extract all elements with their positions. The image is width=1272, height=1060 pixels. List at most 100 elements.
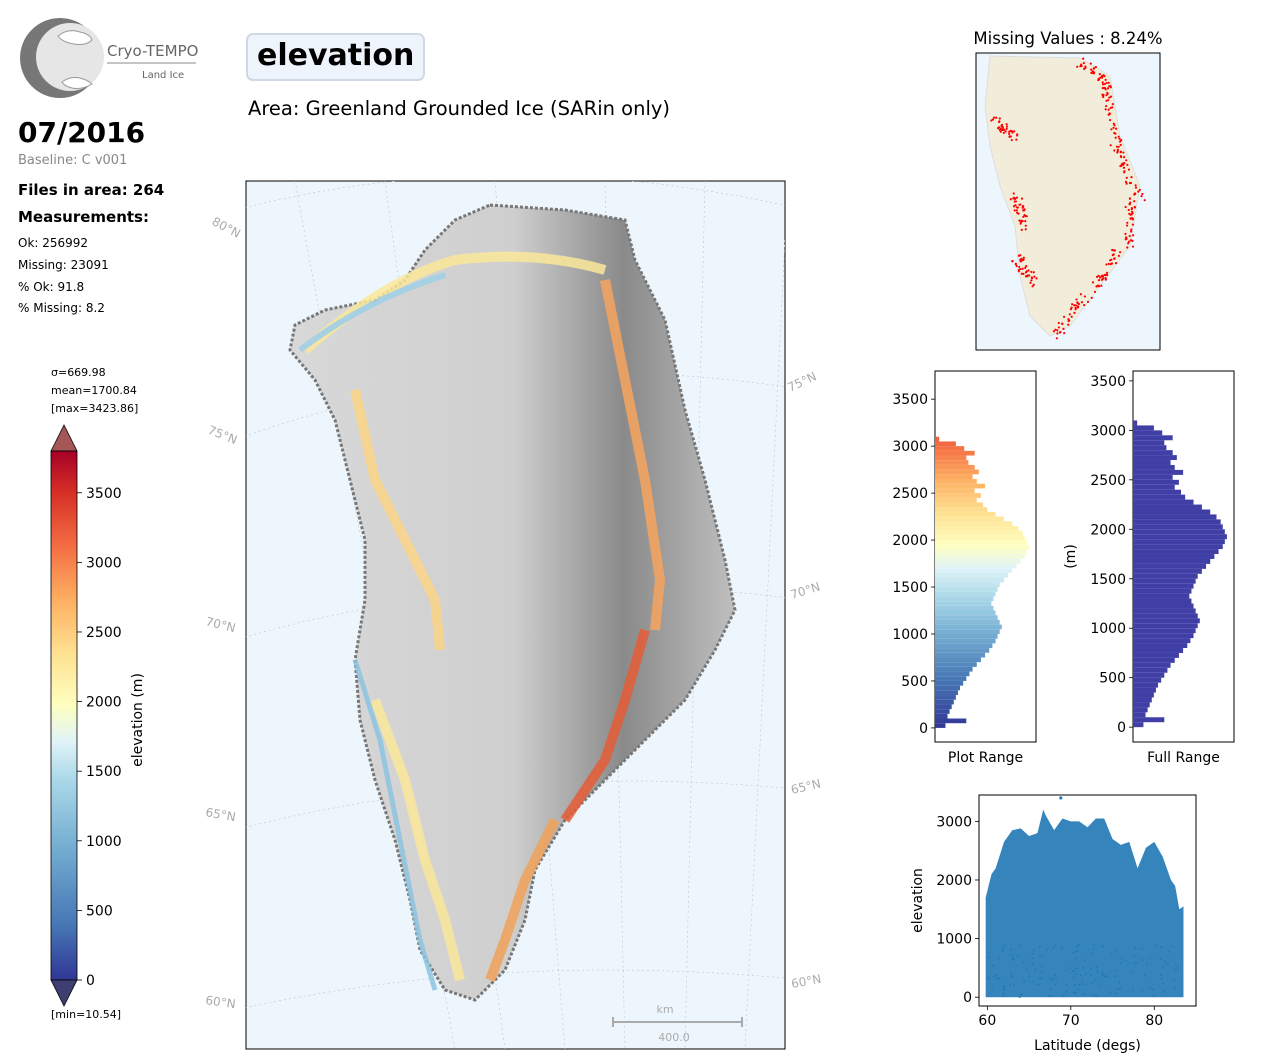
scatter-point (1031, 963, 1034, 965)
hist-bar (1133, 430, 1163, 436)
missing-point (1015, 209, 1018, 212)
missing-point (1057, 321, 1060, 325)
missing-point (1083, 303, 1086, 307)
hist-ytick-label: 500 (1099, 671, 1126, 687)
missing-point (1013, 209, 1016, 212)
missing-point (1075, 298, 1078, 301)
elevation-tracks (298, 251, 666, 991)
scatter-point (1019, 944, 1022, 947)
missing-point (1131, 218, 1135, 221)
scatter-point (1103, 975, 1106, 978)
missing-point (1108, 96, 1111, 99)
scatter-point (1115, 950, 1118, 953)
missing-point (1109, 84, 1112, 88)
hist-bar (1133, 425, 1154, 431)
scatter-point (1077, 988, 1080, 990)
scatter-ylabel: elevation (910, 868, 926, 933)
missing-point (1020, 197, 1024, 200)
missing-point (1109, 106, 1112, 110)
hist-xlabel: Full Range (1147, 750, 1220, 766)
colorbar-min-arrow (50, 979, 78, 1007)
missing-point (1124, 205, 1127, 209)
missing-point (1112, 126, 1115, 129)
missing-point (1132, 234, 1135, 237)
scatter-point (1160, 978, 1163, 980)
scatter-point (1081, 983, 1084, 985)
hist-bar (1133, 450, 1173, 456)
scatter-point (1034, 968, 1036, 971)
missing-point (1007, 132, 1011, 135)
missing-point (1012, 205, 1016, 208)
missing-point (1020, 257, 1023, 260)
missing-point (1104, 108, 1107, 111)
missing-point (1061, 322, 1064, 326)
missing-point (1002, 131, 1005, 134)
hist-bar (1133, 573, 1198, 579)
scatter-xlabel: Latitude (degs) (1034, 1038, 1141, 1054)
hist-bar (935, 624, 1002, 630)
missing-point (1129, 217, 1132, 220)
missing-point (1117, 254, 1120, 257)
missing-point (1090, 296, 1093, 299)
missing-point (1095, 285, 1098, 288)
missing-point (1108, 112, 1111, 115)
scatter-point (1003, 988, 1006, 991)
missing-point (1074, 308, 1077, 311)
missing-point (1105, 271, 1109, 274)
hist-ytick-label: 0 (919, 721, 928, 737)
missing-point (1127, 242, 1130, 245)
missing-point (1009, 198, 1012, 201)
colorbar-mean: mean=1700.84 (51, 384, 137, 397)
missing-point (1020, 219, 1023, 222)
scatter-point (1096, 970, 1099, 973)
colorbar-tick-label: 2500 (86, 625, 122, 641)
hist-bar (1133, 677, 1162, 683)
colorbar-label: elevation (m) (130, 673, 146, 767)
hist-bar (1133, 633, 1194, 639)
scatter-point (1089, 968, 1092, 971)
missing-point (1016, 206, 1019, 209)
hist-bar (935, 652, 986, 658)
hist-bar (935, 464, 975, 470)
missing-point (1104, 278, 1107, 281)
hist-bar (1133, 667, 1168, 673)
missing-point (1101, 81, 1104, 84)
scatter-point (1065, 969, 1068, 972)
missing-point (1057, 326, 1060, 329)
hist-bar (1133, 554, 1215, 559)
colorbar-tick-label: 3000 (86, 555, 122, 571)
missing-point (1092, 67, 1096, 70)
scatter-point (1084, 959, 1086, 962)
missing-point (1119, 150, 1123, 153)
scatter-point (1168, 950, 1171, 953)
hist-bar (1133, 539, 1225, 545)
hist-ytick-label: 3500 (892, 392, 928, 408)
lat-label-60: 60°N (205, 993, 236, 1011)
missing-point (1010, 138, 1013, 142)
scatter-point (1091, 981, 1094, 984)
hist-bar (1133, 682, 1159, 688)
missing-point (1138, 188, 1141, 192)
hist-bar (935, 666, 973, 672)
hist-bar (1133, 692, 1154, 698)
missing-point (1130, 213, 1133, 216)
scatter-point (1143, 974, 1146, 977)
scatter-point (1010, 972, 1012, 975)
scatter-point (1033, 949, 1036, 952)
hist-ytick-label: 2500 (892, 486, 928, 502)
missing-point (1109, 144, 1112, 147)
scatter-ytick-label: 0 (963, 990, 972, 1006)
missing-point (1125, 182, 1128, 185)
missing-point (1056, 332, 1059, 335)
hist-bar (1133, 489, 1182, 495)
missing-point (1099, 76, 1102, 79)
missing-point (1107, 81, 1110, 84)
scatter-point (1101, 945, 1104, 948)
hist-bar (935, 629, 1000, 634)
missing-point (1105, 263, 1108, 266)
period-date: 07/2016 (18, 116, 146, 149)
missing-point (1125, 224, 1129, 227)
missing-point (1118, 137, 1121, 140)
missing-point (1104, 276, 1107, 280)
scatter-point (1148, 957, 1151, 959)
